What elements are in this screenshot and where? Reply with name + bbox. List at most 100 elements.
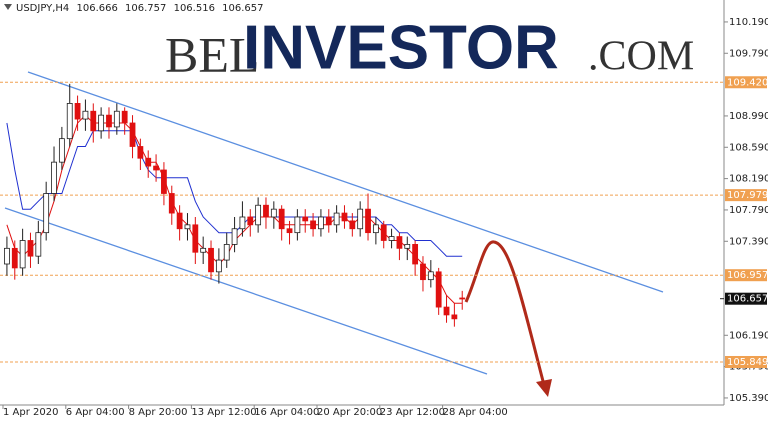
close-value: 106.657: [222, 3, 263, 14]
candle-body: [239, 216, 246, 230]
candle-body: [58, 138, 65, 163]
candle-body: [145, 157, 152, 167]
channel-lower: [4, 207, 488, 375]
candle-body: [372, 224, 379, 234]
candle-body: [435, 271, 442, 308]
candle-body: [302, 216, 309, 222]
arrow-head: [536, 379, 552, 397]
candle-body: [184, 224, 191, 230]
candle-body: [4, 247, 10, 265]
current-price-tag: [725, 292, 767, 305]
plot: [0, 81, 724, 363]
open-value: 106.666: [76, 3, 117, 14]
watermark-com: .COM: [588, 34, 694, 80]
candle-body: [380, 224, 387, 241]
candle-body: [223, 244, 230, 261]
candle-body: [357, 208, 364, 230]
candle-body: [74, 103, 81, 120]
candle-body: [388, 236, 395, 241]
candle-body: [27, 240, 34, 257]
candle-body: [286, 228, 293, 234]
level-tag: [725, 269, 767, 282]
candle-body: [153, 165, 159, 171]
y-tick-label: 105.390: [729, 393, 768, 404]
candle-body: [90, 110, 97, 132]
x-tick-label: 8 Apr 20:00: [129, 407, 188, 418]
x-tick-label: 13 Apr 12:00: [191, 407, 256, 418]
y-tick-label: 108.990: [729, 111, 768, 122]
candle-body: [396, 236, 403, 249]
x-tick-label: 28 Apr 04:00: [443, 407, 508, 418]
y-tick-label: 107.390: [729, 236, 768, 247]
watermark: BEL INVESTOR .COM: [165, 13, 694, 82]
level-label: 109.420: [727, 77, 768, 88]
symbol: USDJPY,H4: [16, 3, 69, 14]
candle-body: [51, 161, 57, 194]
candle-body: [365, 208, 371, 234]
candle-body: [412, 244, 419, 265]
candle-body: [404, 244, 411, 249]
level-label: 105.849: [727, 357, 768, 368]
watermark-bel: BEL: [165, 26, 259, 82]
candle-body: [129, 122, 136, 147]
candle-body: [333, 212, 340, 226]
candle-body: [278, 208, 285, 230]
y-tick-label: 106.190: [729, 330, 768, 341]
candle-body: [247, 216, 254, 226]
y-tick-label: 108.590: [729, 142, 768, 153]
candle-body: [459, 297, 466, 300]
watermark-investor: INVESTOR: [243, 13, 559, 82]
current-price-label: 106.657: [727, 294, 768, 305]
x-tick-label: 6 Apr 04:00: [66, 407, 125, 418]
y-tick-label: 109.790: [729, 48, 768, 59]
level-tag: [725, 189, 767, 202]
candle-body: [176, 212, 183, 230]
candle-body: [66, 103, 73, 140]
level-label: 106.957: [727, 270, 768, 281]
candle-body: [161, 169, 167, 194]
candle-body: [451, 314, 458, 320]
high-value: 106.757: [125, 3, 166, 14]
candle-body: [43, 193, 50, 234]
symbol-icon: [4, 4, 12, 10]
candle-body: [168, 193, 175, 214]
candle-body: [231, 228, 238, 245]
candle-body: [11, 247, 18, 269]
candle-body: [427, 271, 434, 281]
candle-body: [215, 259, 222, 273]
candle-body: [341, 212, 348, 222]
candle-body: [208, 247, 214, 273]
candle-body: [255, 204, 262, 226]
candle-body: [318, 216, 324, 230]
candle-body: [121, 110, 128, 124]
y-tick-label: 107.790: [729, 205, 768, 216]
y-tick-label: 110.190: [729, 17, 768, 28]
channel-upper: [27, 71, 664, 293]
candle-body: [113, 110, 120, 128]
level-tag: [725, 355, 767, 368]
level-label: 107.979: [727, 190, 768, 201]
candle-body: [137, 146, 144, 159]
candle-body: [98, 114, 105, 132]
x-tick-label: 1 Apr 2020: [3, 407, 58, 418]
x-tick-label: 23 Apr 12:00: [380, 407, 445, 418]
candle-body: [420, 263, 426, 281]
candle-body: [35, 232, 42, 257]
forecast-arrow: [464, 240, 546, 386]
candle-body: [200, 247, 207, 253]
level-tag: [725, 76, 767, 89]
header: USDJPY,H4 106.666 106.757 106.516 106.65…: [16, 3, 263, 14]
low-value: 106.516: [174, 3, 215, 14]
candle-body: [325, 216, 332, 226]
candle-body: [349, 220, 356, 230]
candle-body: [270, 208, 277, 218]
candle-body: [294, 216, 301, 234]
candle-body: [443, 306, 450, 316]
candle-body: [19, 240, 26, 269]
x-tick-label: 16 Apr 04:00: [254, 407, 319, 418]
candle-body: [106, 114, 112, 128]
x-tick-label: 20 Apr 20:00: [317, 407, 382, 418]
y-tick-label: 108.190: [729, 174, 768, 185]
